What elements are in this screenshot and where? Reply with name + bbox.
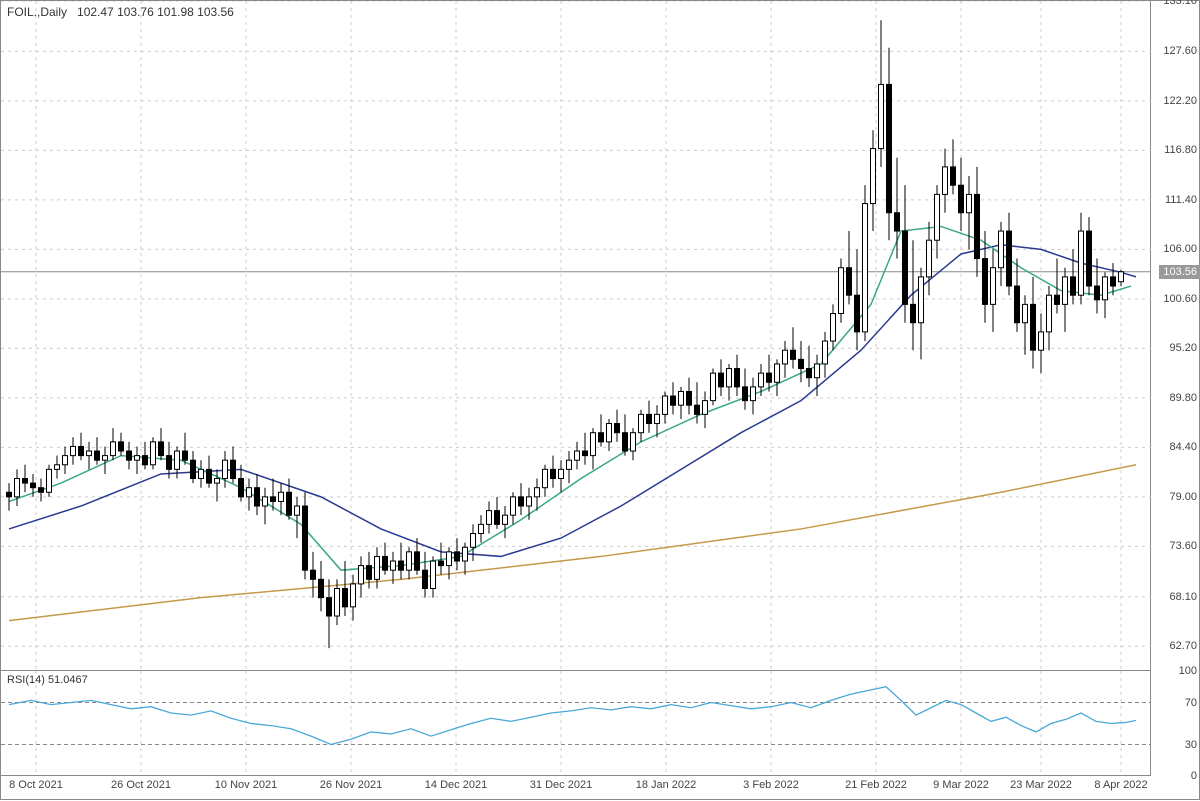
rsi-indicator-chart[interactable]: RSI(14) 51.0467: [1, 671, 1151, 776]
price-tick-label: 111.40: [1165, 194, 1197, 206]
price-tick-label: 122.20: [1163, 95, 1197, 107]
rsi-y-axis: 03070100: [1151, 671, 1200, 776]
price-tick-label: 89.80: [1169, 392, 1197, 404]
main-price-chart[interactable]: FOIL.,Daily 102.47 103.76 101.98 103.56: [1, 1, 1151, 671]
main-chart-svg: [1, 1, 1151, 671]
date-tick-label: 10 Nov 2021: [215, 779, 277, 791]
current-price-value: 103.56: [1163, 266, 1197, 278]
rsi-label: RSI(14) 51.0467: [7, 674, 88, 686]
chart-container: FOIL.,Daily 102.47 103.76 101.98 103.56 …: [0, 0, 1200, 800]
date-tick-label: 8 Oct 2021: [9, 779, 63, 791]
chart-title: FOIL.,Daily 102.47 103.76 101.98 103.56: [7, 5, 234, 19]
time-x-axis: 8 Oct 2021 26 Oct 2021 10 Nov 2021 26 Nov 2…: [1, 776, 1151, 801]
date-tick-label: 26 Oct 2021: [111, 779, 171, 791]
date-tick-label: 21 Feb 2022: [845, 779, 907, 791]
price-y-axis: 103.56 62.70 68.10 73.60 79.00 84.40 89.80 95.…: [1151, 1, 1200, 671]
date-tick-label: 26 Nov 2021: [320, 779, 382, 791]
date-tick-label: 31 Dec 2021: [530, 779, 592, 791]
price-tick-label: 100.60: [1163, 293, 1197, 305]
date-tick-label: 3 Feb 2022: [743, 779, 799, 791]
date-tick-label: 9 Mar 2022: [933, 779, 989, 791]
rsi-tick-label: 100: [1179, 665, 1197, 677]
price-tick-label: 127.60: [1163, 45, 1197, 57]
price-tick-label: 73.60: [1169, 540, 1197, 552]
price-tick-label: 133.10: [1163, 0, 1197, 7]
price-tick-label: 79.00: [1169, 491, 1197, 503]
date-tick-label: 8 Apr 2022: [1094, 779, 1147, 791]
price-tick-label: 95.20: [1169, 342, 1197, 354]
price-tick-label: 62.70: [1169, 640, 1197, 652]
current-price-box: 103.56: [1159, 265, 1200, 279]
date-tick-label: 23 Mar 2022: [1010, 779, 1072, 791]
rsi-chart-svg: [1, 671, 1151, 776]
date-tick-label: 18 Jan 2022: [636, 779, 697, 791]
rsi-tick-label: 0: [1191, 770, 1197, 782]
rsi-tick-label: 70: [1185, 697, 1197, 709]
price-tick-label: 116.80: [1164, 144, 1197, 156]
price-tick-label: 68.10: [1169, 591, 1197, 603]
symbol-label: FOIL.,Daily: [7, 5, 67, 19]
date-tick-label: 14 Dec 2021: [425, 779, 487, 791]
price-tick-label: 106.00: [1163, 243, 1197, 255]
rsi-tick-label: 30: [1185, 739, 1197, 751]
ohlc-label: 102.47 103.76 101.98 103.56: [77, 5, 234, 19]
price-tick-label: 84.40: [1169, 441, 1197, 453]
